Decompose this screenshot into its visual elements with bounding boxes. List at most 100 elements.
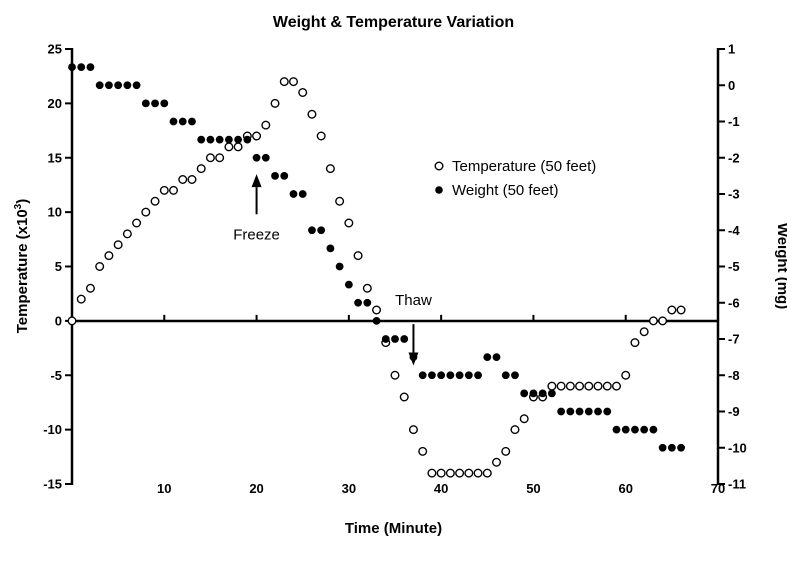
weight-point xyxy=(178,117,187,126)
weight-point xyxy=(631,425,639,434)
temperature-point xyxy=(344,218,354,228)
weight-point xyxy=(603,407,612,416)
temperature-point xyxy=(473,468,483,478)
weight-point xyxy=(621,425,630,434)
weight-point xyxy=(224,135,233,144)
temperature-point xyxy=(390,370,400,380)
temperature-point xyxy=(575,381,585,391)
temperature-point xyxy=(399,392,409,402)
left-y-tick-label: 15 xyxy=(48,150,62,165)
weight-point xyxy=(123,81,132,90)
right-y-tick-label: -1 xyxy=(728,114,740,129)
weight-point xyxy=(464,371,473,380)
thaw-annotation: Thaw xyxy=(395,292,432,309)
temperature-point xyxy=(602,381,612,391)
weight-point xyxy=(381,335,390,343)
right-y-tick-label: -3 xyxy=(728,187,740,202)
left-y-tick-label: 5 xyxy=(55,259,62,274)
temperature-point xyxy=(621,370,631,380)
weight-point xyxy=(77,63,86,72)
right-y-tick-label: -5 xyxy=(728,259,740,274)
temperature-point xyxy=(648,316,658,326)
temperature-point xyxy=(76,294,86,304)
temperature-point xyxy=(584,381,594,391)
temperature-point xyxy=(630,338,640,348)
left-y-axis-title: Temperature (x103) xyxy=(13,199,31,334)
weight-point xyxy=(649,425,658,434)
temperature-point xyxy=(224,142,234,152)
annotations: Freeze Thaw xyxy=(233,174,432,366)
temperature-point xyxy=(270,98,280,108)
temperature-point xyxy=(288,77,298,87)
weight-point xyxy=(538,389,547,398)
weight-point xyxy=(169,117,178,126)
left-y-tick-label: 10 xyxy=(48,205,62,220)
temperature-point xyxy=(141,207,151,217)
freeze-arrowhead xyxy=(251,174,262,188)
weight-point xyxy=(363,298,372,307)
weight-point xyxy=(640,425,649,434)
weight-point xyxy=(667,443,676,452)
weight-point xyxy=(151,99,159,108)
weight-point xyxy=(437,371,446,380)
weight-point xyxy=(520,389,529,398)
axes xyxy=(70,48,720,485)
weight-point xyxy=(446,371,455,380)
temperature-point xyxy=(464,468,474,478)
left-y-tick-label: -15 xyxy=(43,477,62,492)
temperature-point xyxy=(445,468,455,478)
temperature-point xyxy=(215,153,225,163)
weight-point xyxy=(344,280,353,289)
temperature-point xyxy=(113,240,123,250)
left-y-tick-label: 0 xyxy=(55,313,62,328)
temperature-point xyxy=(95,262,105,272)
temperature-point xyxy=(205,153,215,163)
right-y-tick-label: -10 xyxy=(728,440,747,455)
temperature-point xyxy=(436,468,446,478)
temperature-point xyxy=(427,468,437,478)
weight-point xyxy=(206,135,215,144)
temperature-point xyxy=(67,316,77,326)
weight-point xyxy=(428,371,436,380)
temperature-point xyxy=(372,305,382,315)
weight-point xyxy=(658,443,667,452)
weight-point xyxy=(418,371,427,380)
weight-point xyxy=(474,371,482,380)
temperature-point xyxy=(353,251,363,261)
left-y-tick-label: -10 xyxy=(43,422,62,437)
weight-point xyxy=(575,407,584,416)
right-y-tick-label: 1 xyxy=(728,42,735,57)
weight-point xyxy=(271,171,279,180)
temperature-point xyxy=(547,381,557,391)
temperature-point xyxy=(593,381,603,391)
weight-point xyxy=(243,135,252,144)
temperature-point xyxy=(658,316,668,326)
right-y-tick-label: -11 xyxy=(728,477,746,492)
temperature-point xyxy=(279,77,289,87)
weight-point xyxy=(547,389,556,398)
weight-point xyxy=(612,425,621,434)
temperature-point xyxy=(676,305,686,315)
legend-weight-marker xyxy=(435,186,443,194)
weight-point xyxy=(160,99,169,108)
right-y-tick-label: -8 xyxy=(728,368,740,383)
weight-point xyxy=(483,353,492,362)
x-tick-label: 30 xyxy=(342,481,356,496)
weight-point xyxy=(68,63,76,72)
weight-point xyxy=(95,81,104,90)
temperature-point xyxy=(408,425,418,435)
weight-point xyxy=(261,153,270,162)
temperature-point xyxy=(85,283,95,293)
weight-point xyxy=(105,81,113,90)
temperature-point xyxy=(150,196,160,206)
temperature-point xyxy=(362,283,372,293)
weight-point xyxy=(354,298,362,307)
freeze-annotation: Freeze xyxy=(233,226,280,243)
temperature-point xyxy=(325,164,335,174)
left-y-tick-label: -5 xyxy=(50,368,62,383)
right-y-tick-label: -2 xyxy=(728,150,740,165)
weight-point xyxy=(234,135,243,144)
weight-point xyxy=(132,81,141,90)
weight-point xyxy=(677,443,685,452)
weight-point xyxy=(501,371,510,380)
